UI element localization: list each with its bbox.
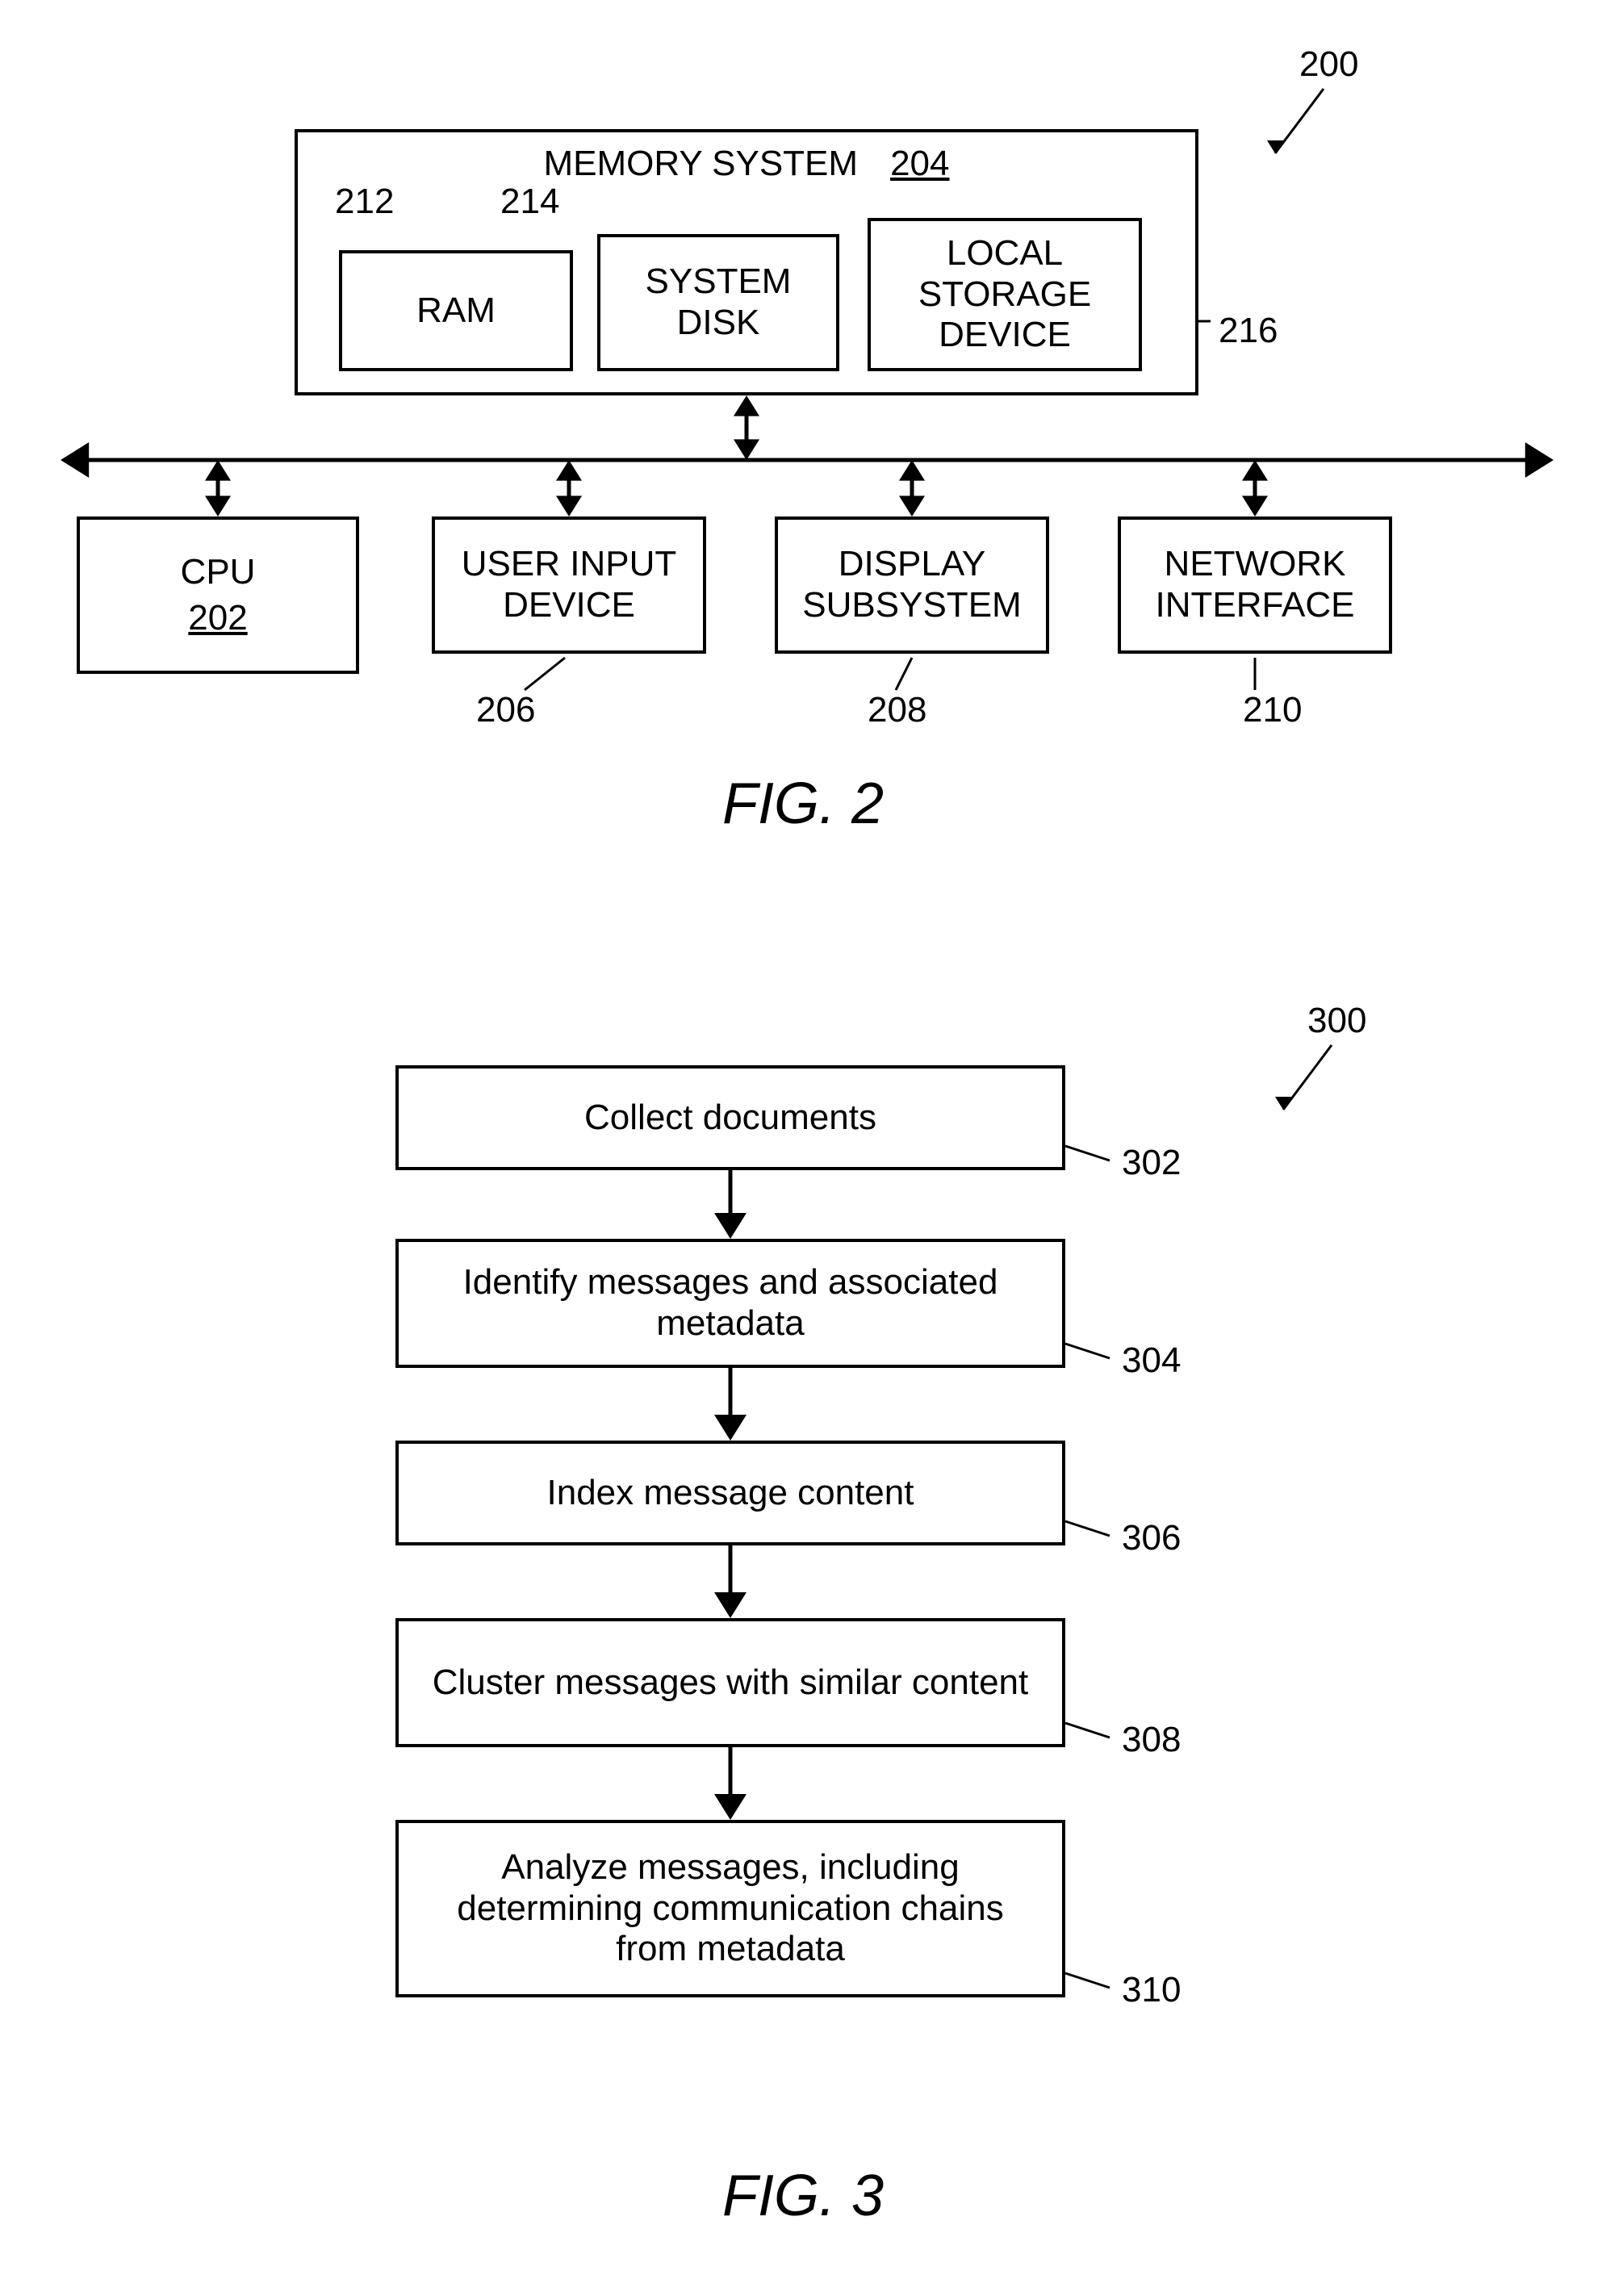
cpu-box: CPU 202 — [77, 516, 359, 674]
label-216: 216 — [1219, 311, 1278, 351]
fig3-pointer-label: 300 — [1307, 1001, 1366, 1041]
memory-system-ref: 204 — [890, 144, 949, 185]
flow-step-text: Cluster messages with similar content — [433, 1662, 1028, 1704]
flow-step-ref: 302 — [1122, 1143, 1181, 1183]
flow-step-ref: 310 — [1122, 1970, 1181, 2010]
flow-step-ref: 306 — [1122, 1518, 1181, 1558]
system-disk-label: SYSTEM DISK — [646, 261, 792, 343]
page-canvas: 200 MEMORY SYSTEM 204 RAM SYSTEM DISK LO… — [0, 0, 1606, 2296]
display-box: DISPLAY SUBSYSTEM — [775, 516, 1049, 654]
flow-step: Identify messages and associated metadat… — [395, 1239, 1065, 1368]
flow-step-text: Analyze messages, including determining … — [457, 1847, 1003, 1970]
flow-step-text: Identify messages and associated metadat… — [463, 1262, 998, 1344]
user-input-label: USER INPUT DEVICE — [462, 544, 676, 625]
label-210: 210 — [1243, 690, 1302, 730]
label-212: 212 — [335, 182, 394, 222]
system-disk-box: SYSTEM DISK — [597, 234, 839, 371]
memory-system-title: MEMORY SYSTEM — [544, 144, 859, 185]
flow-step: Index message content — [395, 1441, 1065, 1545]
label-206: 206 — [476, 690, 535, 730]
display-label: DISPLAY SUBSYSTEM — [802, 544, 1021, 625]
ram-label: RAM — [416, 291, 496, 332]
ram-box: RAM — [339, 250, 573, 371]
user-input-box: USER INPUT DEVICE — [432, 516, 706, 654]
flow-step-ref: 308 — [1122, 1720, 1181, 1760]
fig2-pointer-label: 200 — [1299, 44, 1358, 85]
flow-step: Analyze messages, including determining … — [395, 1820, 1065, 1997]
cpu-label: CPU — [181, 552, 256, 593]
cpu-ref: 202 — [188, 598, 247, 639]
flow-step: Collect documents — [395, 1065, 1065, 1170]
local-storage-box: LOCAL STORAGE DEVICE — [868, 218, 1142, 371]
fig3-caption: FIG. 3 — [0, 2163, 1606, 2229]
flow-step-text: Collect documents — [584, 1098, 876, 1139]
network-label: NETWORK INTERFACE — [1156, 544, 1355, 625]
label-214: 214 — [500, 182, 559, 222]
flow-step-text: Index message content — [547, 1473, 914, 1514]
fig2-caption: FIG. 2 — [0, 771, 1606, 837]
local-storage-label: LOCAL STORAGE DEVICE — [918, 233, 1091, 356]
network-box: NETWORK INTERFACE — [1118, 516, 1392, 654]
label-208: 208 — [868, 690, 926, 730]
flow-step-ref: 304 — [1122, 1340, 1181, 1381]
flow-step: Cluster messages with similar content — [395, 1618, 1065, 1747]
memory-system-title-row: MEMORY SYSTEM 204 — [298, 132, 1195, 185]
